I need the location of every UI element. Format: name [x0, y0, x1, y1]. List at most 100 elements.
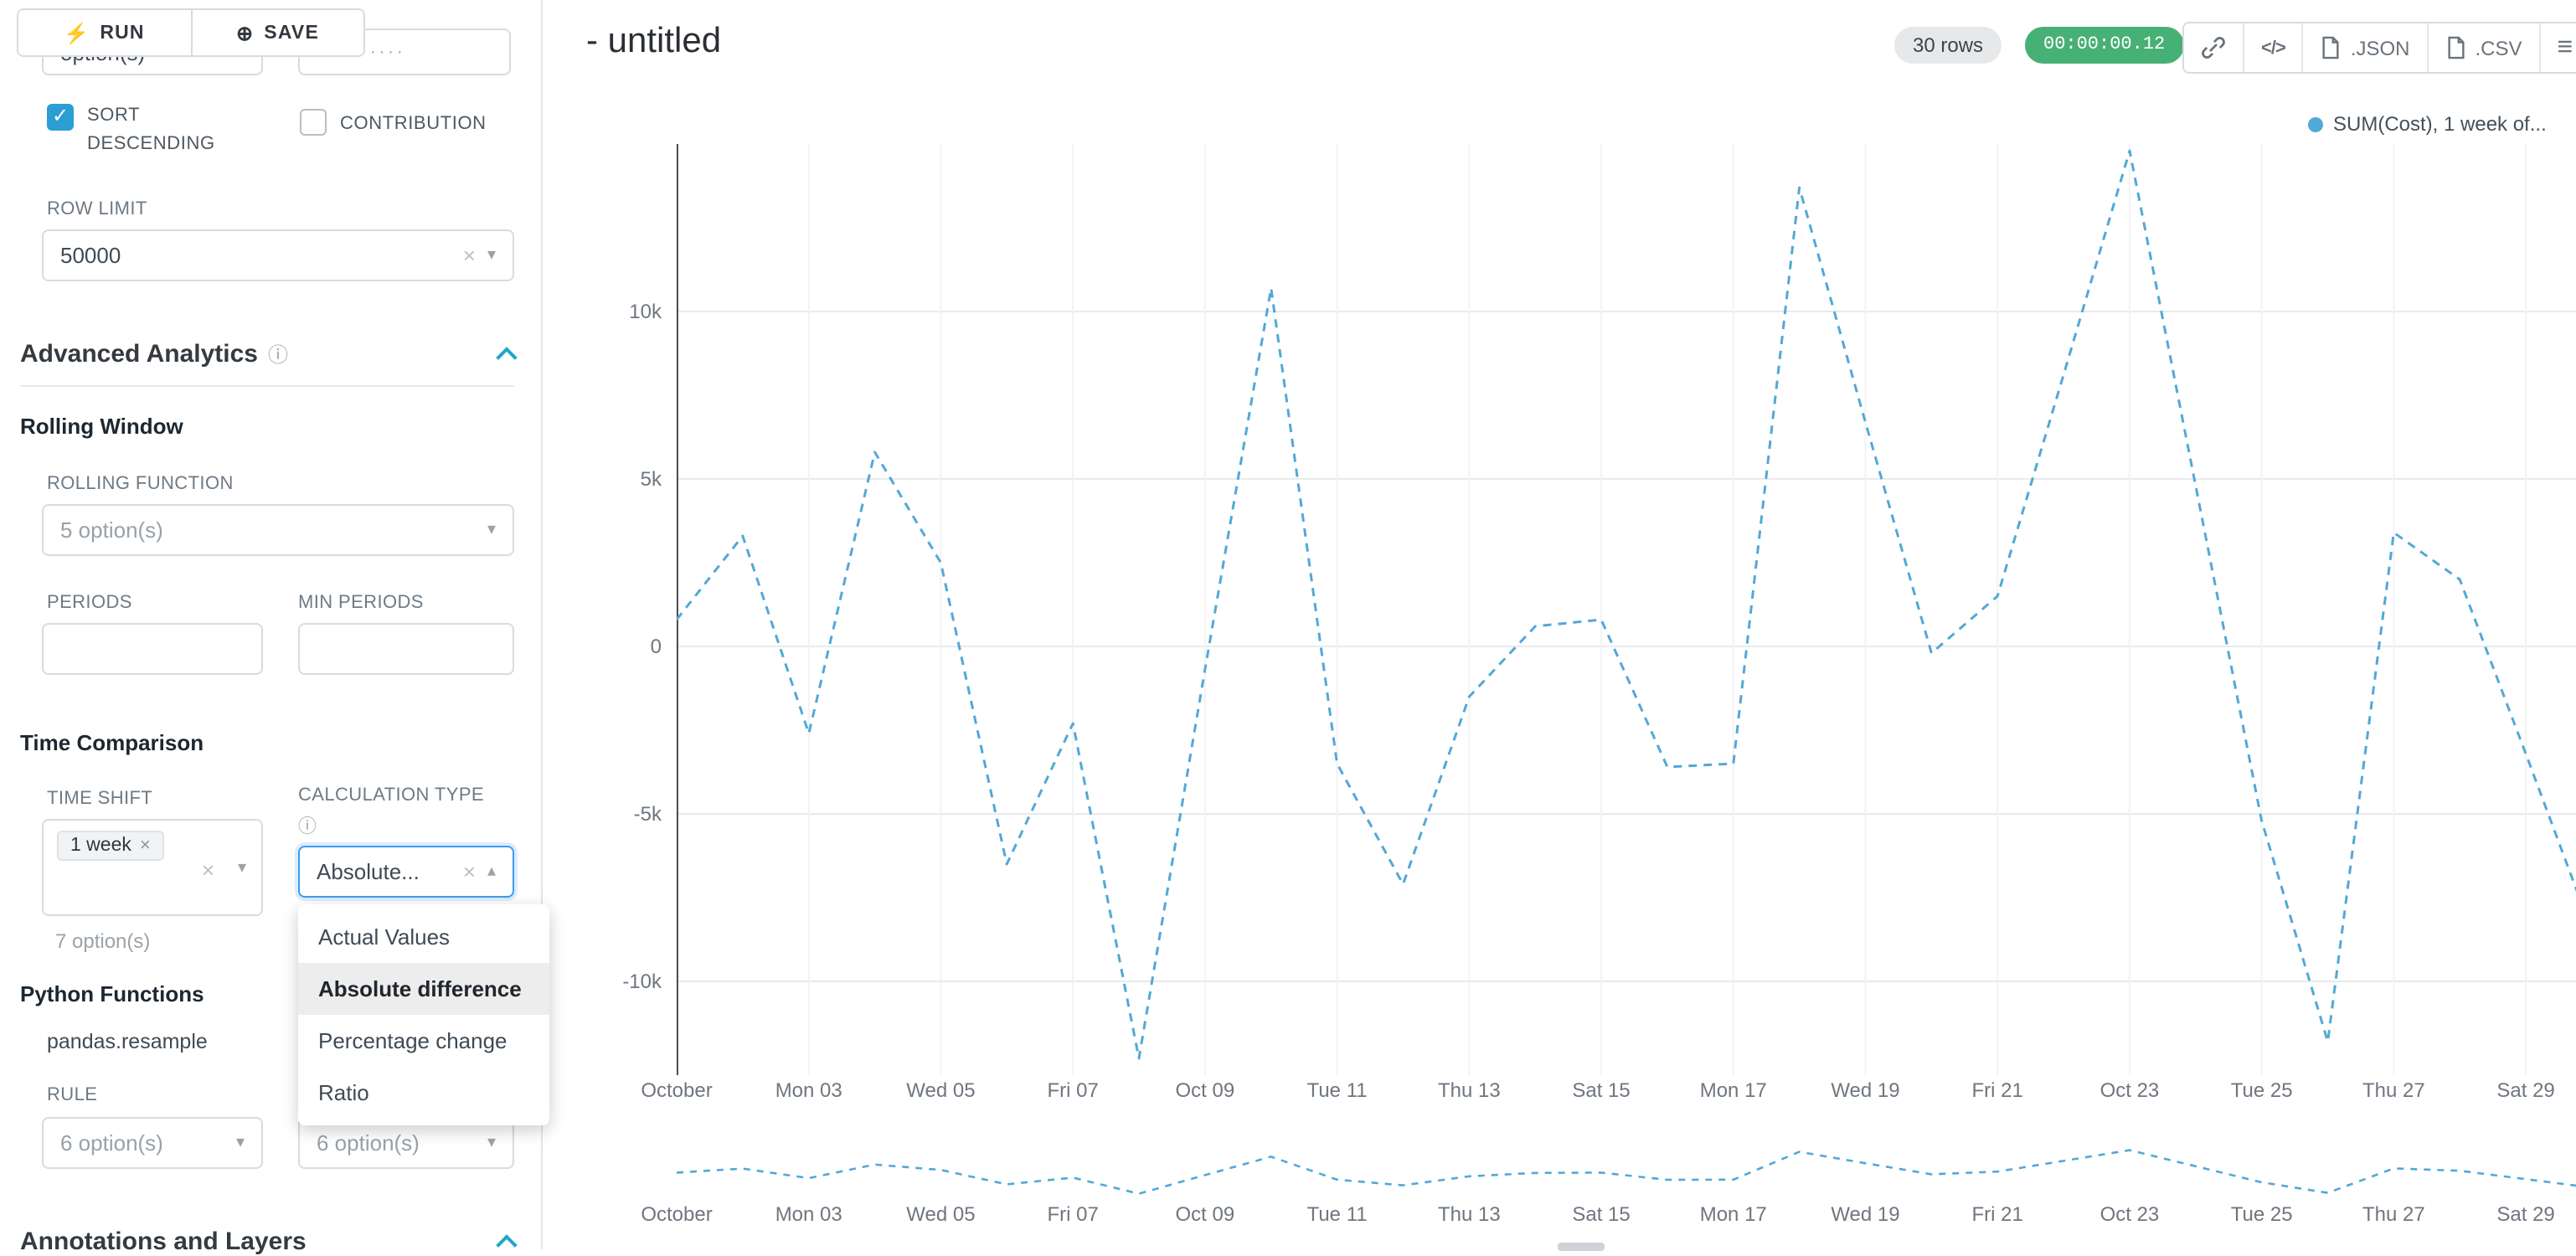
save-button[interactable]: ⊕ SAVE: [190, 10, 363, 55]
python-functions-title: Python Functions: [20, 981, 204, 1006]
periods-label: PERIODS: [47, 593, 132, 613]
rolling-window-title: Rolling Window: [20, 414, 183, 439]
min-periods-input[interactable]: [298, 623, 514, 675]
svg-text:Thu 27: Thu 27: [2362, 1079, 2425, 1102]
sort-descending-checkbox[interactable]: ✓: [47, 104, 74, 131]
svg-text:10k: 10k: [629, 301, 662, 323]
svg-text:Tue 25: Tue 25: [2231, 1079, 2293, 1102]
svg-text:October: October: [641, 1203, 712, 1226]
svg-text:October: October: [641, 1079, 712, 1102]
advanced-analytics-title: Advanced Analytics: [20, 340, 258, 368]
chart-legend[interactable]: SUM(Cost), 1 week of...: [2308, 112, 2547, 136]
data-config-panel: option(s) ·········· ⚡ RUN ⊕ SAVE ✓ SORT…: [0, 0, 549, 1256]
svg-text:Fri 21: Fri 21: [1972, 1079, 2023, 1102]
dropdown-option-percentage-change[interactable]: Percentage change: [318, 1028, 507, 1053]
rule-select[interactable]: 6 option(s) ▾: [42, 1117, 263, 1169]
svg-text:Mon 03: Mon 03: [775, 1203, 842, 1226]
svg-text:Mon 03: Mon 03: [775, 1079, 842, 1102]
legend-label: SUM(Cost), 1 week of...: [2333, 112, 2547, 136]
contribution-checkbox[interactable]: [300, 109, 327, 136]
chevron-down-icon: ▾: [237, 859, 246, 878]
copy-link-button[interactable]: [2184, 23, 2243, 72]
file-icon: [2447, 36, 2465, 59]
periods-input[interactable]: [42, 623, 263, 675]
rolling-function-label: ROLLING FUNCTION: [47, 474, 234, 494]
clear-icon[interactable]: ×: [462, 243, 476, 268]
rolling-function-select[interactable]: 5 option(s) ▾: [42, 504, 514, 556]
annotations-title: Annotations and Layers: [20, 1228, 307, 1256]
svg-text:Wed 05: Wed 05: [906, 1203, 975, 1226]
dropdown-option-absolute-difference[interactable]: Absolute difference: [298, 963, 549, 1015]
clear-icon[interactable]: ×: [201, 857, 214, 883]
more-options-button[interactable]: ≡: [2538, 23, 2576, 72]
row-limit-select[interactable]: 50000 × ▾: [42, 229, 514, 281]
chevron-up-icon[interactable]: [496, 1234, 518, 1256]
sort-descending-label: SORT DESCENDING: [87, 106, 215, 154]
fill-method-value: 6 option(s): [317, 1130, 420, 1156]
svg-text:Tue 25: Tue 25: [2231, 1203, 2293, 1226]
svg-text:Wed 19: Wed 19: [1831, 1203, 1899, 1226]
annotations-header[interactable]: Annotations and Layers: [20, 1228, 518, 1256]
svg-text:0: 0: [651, 636, 662, 658]
link-icon: [2202, 37, 2225, 59]
export-csv-label: .CSV: [2475, 36, 2522, 59]
svg-text:Fri 21: Fri 21: [1972, 1203, 2023, 1226]
save-icon: ⊕: [235, 21, 255, 44]
calculation-type-dropdown: Actual Values Absolute difference Percen…: [298, 904, 549, 1125]
svg-text:Thu 13: Thu 13: [1438, 1203, 1501, 1226]
tag-close-icon[interactable]: ×: [139, 836, 151, 856]
chevron-down-icon: ▾: [487, 1134, 496, 1152]
svg-text:-5k: -5k: [634, 803, 662, 826]
clear-icon[interactable]: ×: [462, 859, 476, 884]
svg-text:Fri 07: Fri 07: [1047, 1079, 1098, 1102]
query-timer-badge: 00:00:00.12: [2025, 27, 2184, 64]
min-periods-label: MIN PERIODS: [298, 593, 424, 613]
view-query-button[interactable]: </>: [2243, 23, 2302, 72]
dropdown-option-ratio[interactable]: Ratio: [318, 1080, 369, 1105]
svg-text:Oct 09: Oct 09: [1176, 1203, 1235, 1226]
time-shift-tag-label: 1 week: [70, 836, 131, 856]
svg-text:Tue 11: Tue 11: [1307, 1079, 1368, 1102]
panel-resize-handle[interactable]: [1558, 1243, 1605, 1251]
row-count-badge: 30 rows: [1894, 27, 2002, 64]
svg-text:Sat 15: Sat 15: [1572, 1079, 1630, 1102]
rule-label: RULE: [47, 1085, 98, 1105]
chevron-up-icon: ▴: [487, 862, 496, 881]
calculation-type-value: Absolute...: [317, 859, 420, 884]
rule-value: 6 option(s): [60, 1130, 163, 1156]
chart-toolbar: </> .JSON .CSV ≡: [2182, 22, 2576, 74]
python-function-name: pandas.resample: [47, 1030, 208, 1053]
chevron-down-icon: ▾: [487, 521, 496, 539]
time-shift-helper: 7 option(s): [55, 929, 151, 953]
svg-text:5k: 5k: [641, 468, 662, 491]
code-icon: </>: [2261, 38, 2286, 58]
file-icon: [2323, 36, 2340, 59]
export-json-button[interactable]: .JSON: [2301, 23, 2427, 72]
export-csv-button[interactable]: .CSV: [2426, 23, 2539, 72]
svg-text:Tue 11: Tue 11: [1307, 1203, 1368, 1226]
time-shift-select[interactable]: 1 week × × ▾: [42, 819, 263, 916]
export-json-label: .JSON: [2350, 36, 2410, 59]
svg-text:Wed 19: Wed 19: [1831, 1079, 1899, 1102]
page-title: - untitled: [586, 22, 722, 60]
svg-text:Sat 29: Sat 29: [2496, 1203, 2554, 1226]
svg-text:Sat 29: Sat 29: [2496, 1079, 2554, 1102]
svg-text:Mon 17: Mon 17: [1700, 1203, 1767, 1226]
svg-text:Mon 17: Mon 17: [1700, 1079, 1767, 1102]
run-button[interactable]: ⚡ RUN: [18, 10, 190, 55]
dropdown-option-actual-values[interactable]: Actual Values: [318, 924, 451, 950]
chevron-up-icon[interactable]: [496, 347, 518, 368]
svg-text:Fri 07: Fri 07: [1047, 1203, 1098, 1226]
section-divider: [20, 385, 514, 387]
time-shift-tag[interactable]: 1 week ×: [57, 831, 164, 861]
advanced-analytics-header[interactable]: Advanced Analytics ⓘ: [20, 340, 518, 368]
svg-text:Wed 05: Wed 05: [906, 1079, 975, 1102]
svg-text:Oct 23: Oct 23: [2100, 1203, 2160, 1226]
row-limit-value: 50000: [60, 243, 121, 268]
check-icon: ✓: [51, 104, 70, 127]
info-icon: ⓘ: [268, 343, 289, 367]
svg-text:Sat 15: Sat 15: [1572, 1203, 1630, 1226]
time-comparison-title: Time Comparison: [20, 730, 204, 755]
calculation-type-select[interactable]: Absolute... × ▴: [298, 846, 514, 898]
save-button-label: SAVE: [264, 23, 320, 43]
